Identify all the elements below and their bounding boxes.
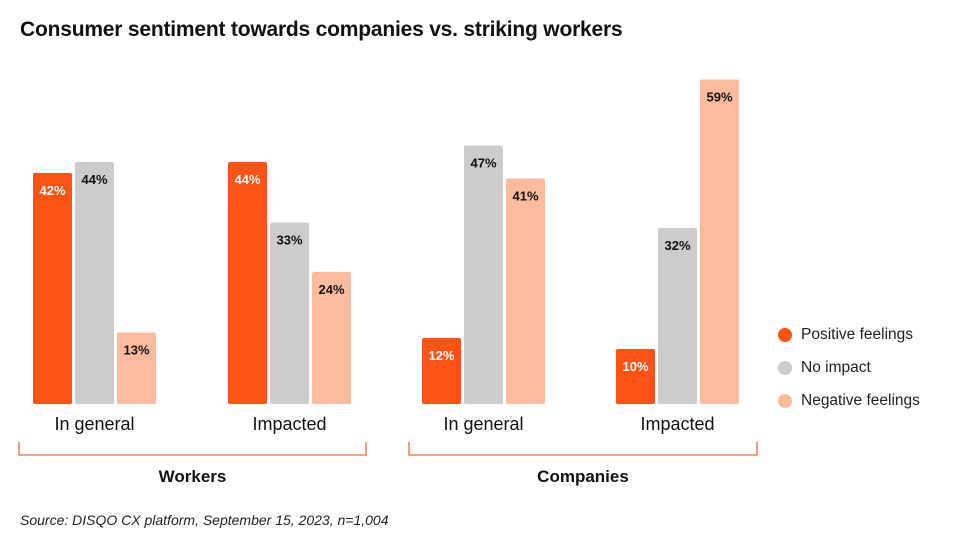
legend: Positive feelings No impact Negative fee… [778, 318, 920, 417]
legend-swatch-negative [778, 393, 792, 408]
legend-label-positive: Positive feelings [801, 325, 914, 343]
category-label-workers-impacted: Impacted [252, 414, 326, 434]
data-label-workers-impacted-negative: 24% [318, 282, 344, 297]
data-label-companies-in-general-positive: 12% [428, 348, 454, 363]
group-label-companies: Companies [537, 467, 629, 486]
category-label-companies-in-general: In general [443, 414, 523, 434]
bar-companies-impacted-no-impact [658, 228, 697, 404]
bar-workers-in-general-no-impact [75, 162, 114, 404]
data-label-companies-impacted-no-impact: 32% [664, 238, 690, 253]
data-label-companies-impacted-negative: 59% [706, 90, 732, 105]
data-label-companies-in-general-negative: 41% [512, 189, 538, 204]
data-label-companies-in-general-no-impact: 47% [470, 156, 496, 171]
legend-label-negative: Negative feelings [801, 391, 920, 409]
legend-item-negative: Negative feelings [778, 384, 920, 417]
bar-companies-in-general-positive [422, 338, 461, 404]
chart-title: Consumer sentiment towards companies vs.… [20, 18, 623, 41]
bar-workers-impacted-negative [312, 272, 351, 404]
bar-chart: 42% 44% 13% In general 44% 33% 24% Impacted Work… [18, 79, 758, 486]
data-label-workers-impacted-positive: 44% [234, 172, 260, 187]
legend-item-no-impact: No impact [778, 351, 920, 384]
source-note: Source: DISQO CX platform, September 15,… [20, 512, 389, 528]
data-label-workers-in-general-positive: 42% [39, 183, 65, 198]
bar-workers-in-general-positive [33, 173, 72, 404]
legend-swatch-no-impact [778, 360, 792, 375]
bar-companies-impacted-negative [700, 79, 739, 404]
legend-swatch-positive [778, 327, 792, 342]
data-label-workers-in-general-negative: 13% [123, 343, 149, 358]
bar-workers-impacted-positive [228, 162, 267, 404]
group-bracket-workers [18, 442, 367, 456]
bar-companies-impacted-positive [616, 349, 655, 404]
data-label-workers-in-general-no-impact: 44% [81, 172, 107, 187]
group-label-workers: Workers [159, 467, 227, 486]
category-label-companies-impacted: Impacted [640, 414, 714, 434]
bar-companies-in-general-negative [506, 178, 545, 404]
category-label-workers-in-general: In general [54, 414, 134, 434]
legend-item-positive: Positive feelings [778, 318, 920, 351]
data-label-companies-impacted-positive: 10% [622, 359, 648, 374]
data-label-workers-impacted-no-impact: 33% [276, 233, 302, 248]
bar-workers-impacted-no-impact [270, 222, 309, 404]
legend-label-no-impact: No impact [801, 358, 871, 376]
bar-workers-in-general-negative [117, 332, 156, 404]
group-bracket-companies [408, 442, 758, 456]
bar-companies-in-general-no-impact [464, 145, 503, 404]
